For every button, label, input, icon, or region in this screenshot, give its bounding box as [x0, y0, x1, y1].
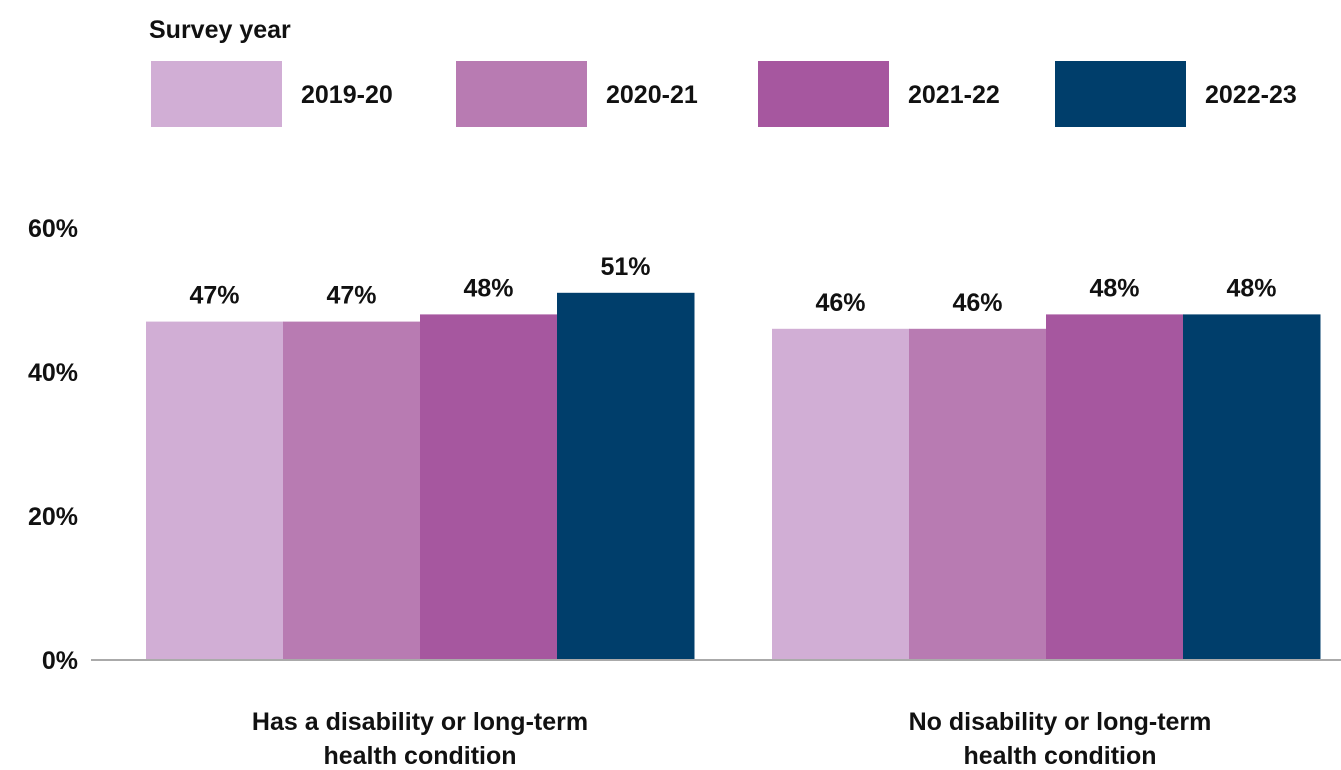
legend-label-2019-20: 2019-20	[301, 81, 393, 109]
y-tick-label: 40%	[28, 359, 78, 387]
bar-value-label: 46%	[815, 289, 865, 317]
bar-value-label: 51%	[600, 253, 650, 281]
bar-value-label: 47%	[326, 282, 376, 310]
bar-2020-21-cat1	[283, 321, 421, 660]
bar-value-label: 48%	[1226, 274, 1276, 302]
bar-2019-20-cat2	[772, 328, 910, 660]
legend-swatch-2020-21	[456, 61, 587, 127]
y-axis: 0% 20% 40% 60%	[28, 215, 78, 675]
y-tick-label: 0%	[42, 647, 78, 675]
legend-label-2021-22: 2021-22	[908, 81, 1000, 109]
bar-2022-23-cat2	[1183, 314, 1321, 660]
bar-2019-20-cat1	[146, 321, 284, 660]
legend-swatch-2019-20	[151, 61, 282, 127]
bar-2021-22-cat2	[1046, 314, 1184, 660]
bar-2022-23-cat1	[557, 292, 695, 660]
bar-value-label: 47%	[189, 282, 239, 310]
bar-value-label: 48%	[1089, 274, 1139, 302]
bar-2021-22-cat1	[420, 314, 558, 660]
bar-labels: 47% 47% 48% 51% 46% 46% 48% 48%	[189, 253, 1276, 317]
y-tick-label: 60%	[28, 215, 78, 243]
legend-label-2020-21: 2020-21	[606, 81, 698, 109]
x-axis: Has a disability or long-term health cond…	[252, 708, 1211, 770]
bars	[146, 292, 1321, 660]
bar-value-label: 46%	[952, 289, 1002, 317]
legend-swatch-2021-22	[758, 61, 889, 127]
x-category-label: health condition	[963, 742, 1156, 770]
legend-swatch-2022-23	[1055, 61, 1186, 127]
legend-title: Survey year	[149, 16, 291, 44]
legend: Survey year 2019-20 2020-21 2021-22 2022-23	[149, 16, 1297, 127]
y-tick-label: 20%	[28, 503, 78, 531]
x-category-label: No disability or long-term	[909, 708, 1212, 736]
bar-2020-21-cat2	[909, 328, 1047, 660]
legend-label-2022-23: 2022-23	[1205, 81, 1297, 109]
x-category-label: Has a disability or long-term	[252, 708, 588, 736]
x-category-label: health condition	[323, 742, 516, 770]
bar-value-label: 48%	[463, 274, 513, 302]
